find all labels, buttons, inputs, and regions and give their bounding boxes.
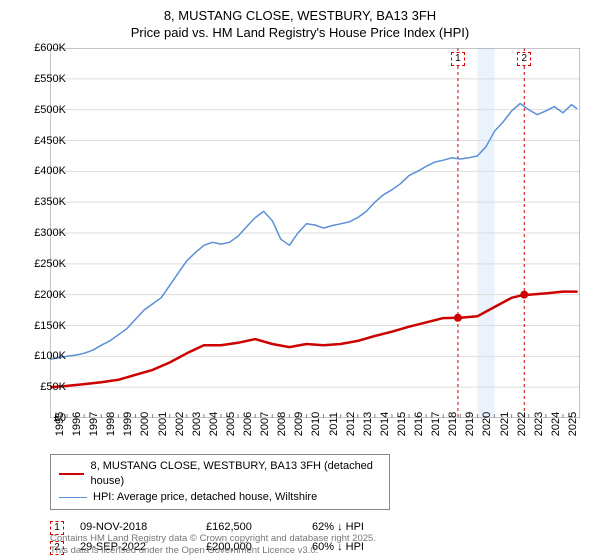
y-tick-label: £400K [34,165,66,177]
x-tick-label: 2011 [328,412,340,436]
x-tick-label: 2014 [379,412,391,436]
y-tick-label: £200K [34,289,66,301]
x-tick-label: 1997 [88,412,100,436]
chart-marker-label: 1 [451,52,465,66]
x-tick-label: 2010 [310,412,322,436]
legend-swatch [59,497,87,498]
x-tick-label: 2000 [139,412,151,436]
title-subtitle: Price paid vs. HM Land Registry's House … [0,25,600,42]
x-tick-label: 2021 [499,412,511,436]
legend-text: HPI: Average price, detached house, Wilt… [93,490,317,505]
x-tick-label: 2024 [550,412,562,436]
y-tick-label: £300K [34,227,66,239]
footer-line2: This data is licensed under the Open Gov… [50,545,376,556]
x-tick-label: 1996 [71,412,83,436]
x-tick-label: 2002 [174,412,186,436]
x-tick-label: 2020 [481,412,493,436]
legend-box: 8, MUSTANG CLOSE, WESTBURY, BA13 3FH (de… [50,454,390,510]
x-tick-label: 2012 [345,412,357,436]
title-address: 8, MUSTANG CLOSE, WESTBURY, BA13 3FH [0,8,600,25]
x-tick-label: 2008 [276,412,288,436]
x-tick-label: 1998 [105,412,117,436]
x-tick-label: 2023 [533,412,545,436]
y-tick-label: £550K [34,73,66,85]
x-tick-label: 2013 [362,412,374,436]
y-tick-label: £100K [34,350,66,362]
chart-container: 8, MUSTANG CLOSE, WESTBURY, BA13 3FH Pri… [0,0,600,560]
y-tick-label: £50K [40,381,66,393]
x-tick-label: 2004 [208,412,220,436]
x-tick-label: 2006 [242,412,254,436]
y-tick-label: £250K [34,258,66,270]
chart-marker-label: 2 [517,52,531,66]
footer-attribution: Contains HM Land Registry data © Crown c… [50,533,376,556]
x-tick-label: 2018 [447,412,459,436]
footer-line1: Contains HM Land Registry data © Crown c… [50,533,376,544]
legend-row: HPI: Average price, detached house, Wilt… [59,490,381,505]
legend-swatch [59,473,84,475]
y-tick-label: £150K [34,320,66,332]
x-tick-label: 2009 [293,412,305,436]
x-tick-label: 2016 [413,412,425,436]
x-tick-label: 2015 [396,412,408,436]
x-tick-label: 2022 [516,412,528,436]
x-tick-label: 2005 [225,412,237,436]
x-tick-label: 2017 [430,412,442,436]
x-tick-label: 2001 [157,412,169,436]
x-tick-label: 2019 [464,412,476,436]
y-tick-label: £500K [34,104,66,116]
chart-svg [50,48,580,418]
x-tick-label: 2025 [567,412,579,436]
x-tick-label: 2007 [259,412,271,436]
legend-text: 8, MUSTANG CLOSE, WESTBURY, BA13 3FH (de… [90,459,381,490]
legend-row: 8, MUSTANG CLOSE, WESTBURY, BA13 3FH (de… [59,459,381,490]
y-tick-label: £600K [34,42,66,54]
y-tick-label: £350K [34,196,66,208]
x-tick-label: 2003 [191,412,203,436]
plot-area [50,48,580,418]
chart-title: 8, MUSTANG CLOSE, WESTBURY, BA13 3FH Pri… [0,0,600,42]
x-tick-label: 1995 [54,412,66,436]
x-tick-label: 1999 [122,412,134,436]
y-tick-label: £450K [34,135,66,147]
